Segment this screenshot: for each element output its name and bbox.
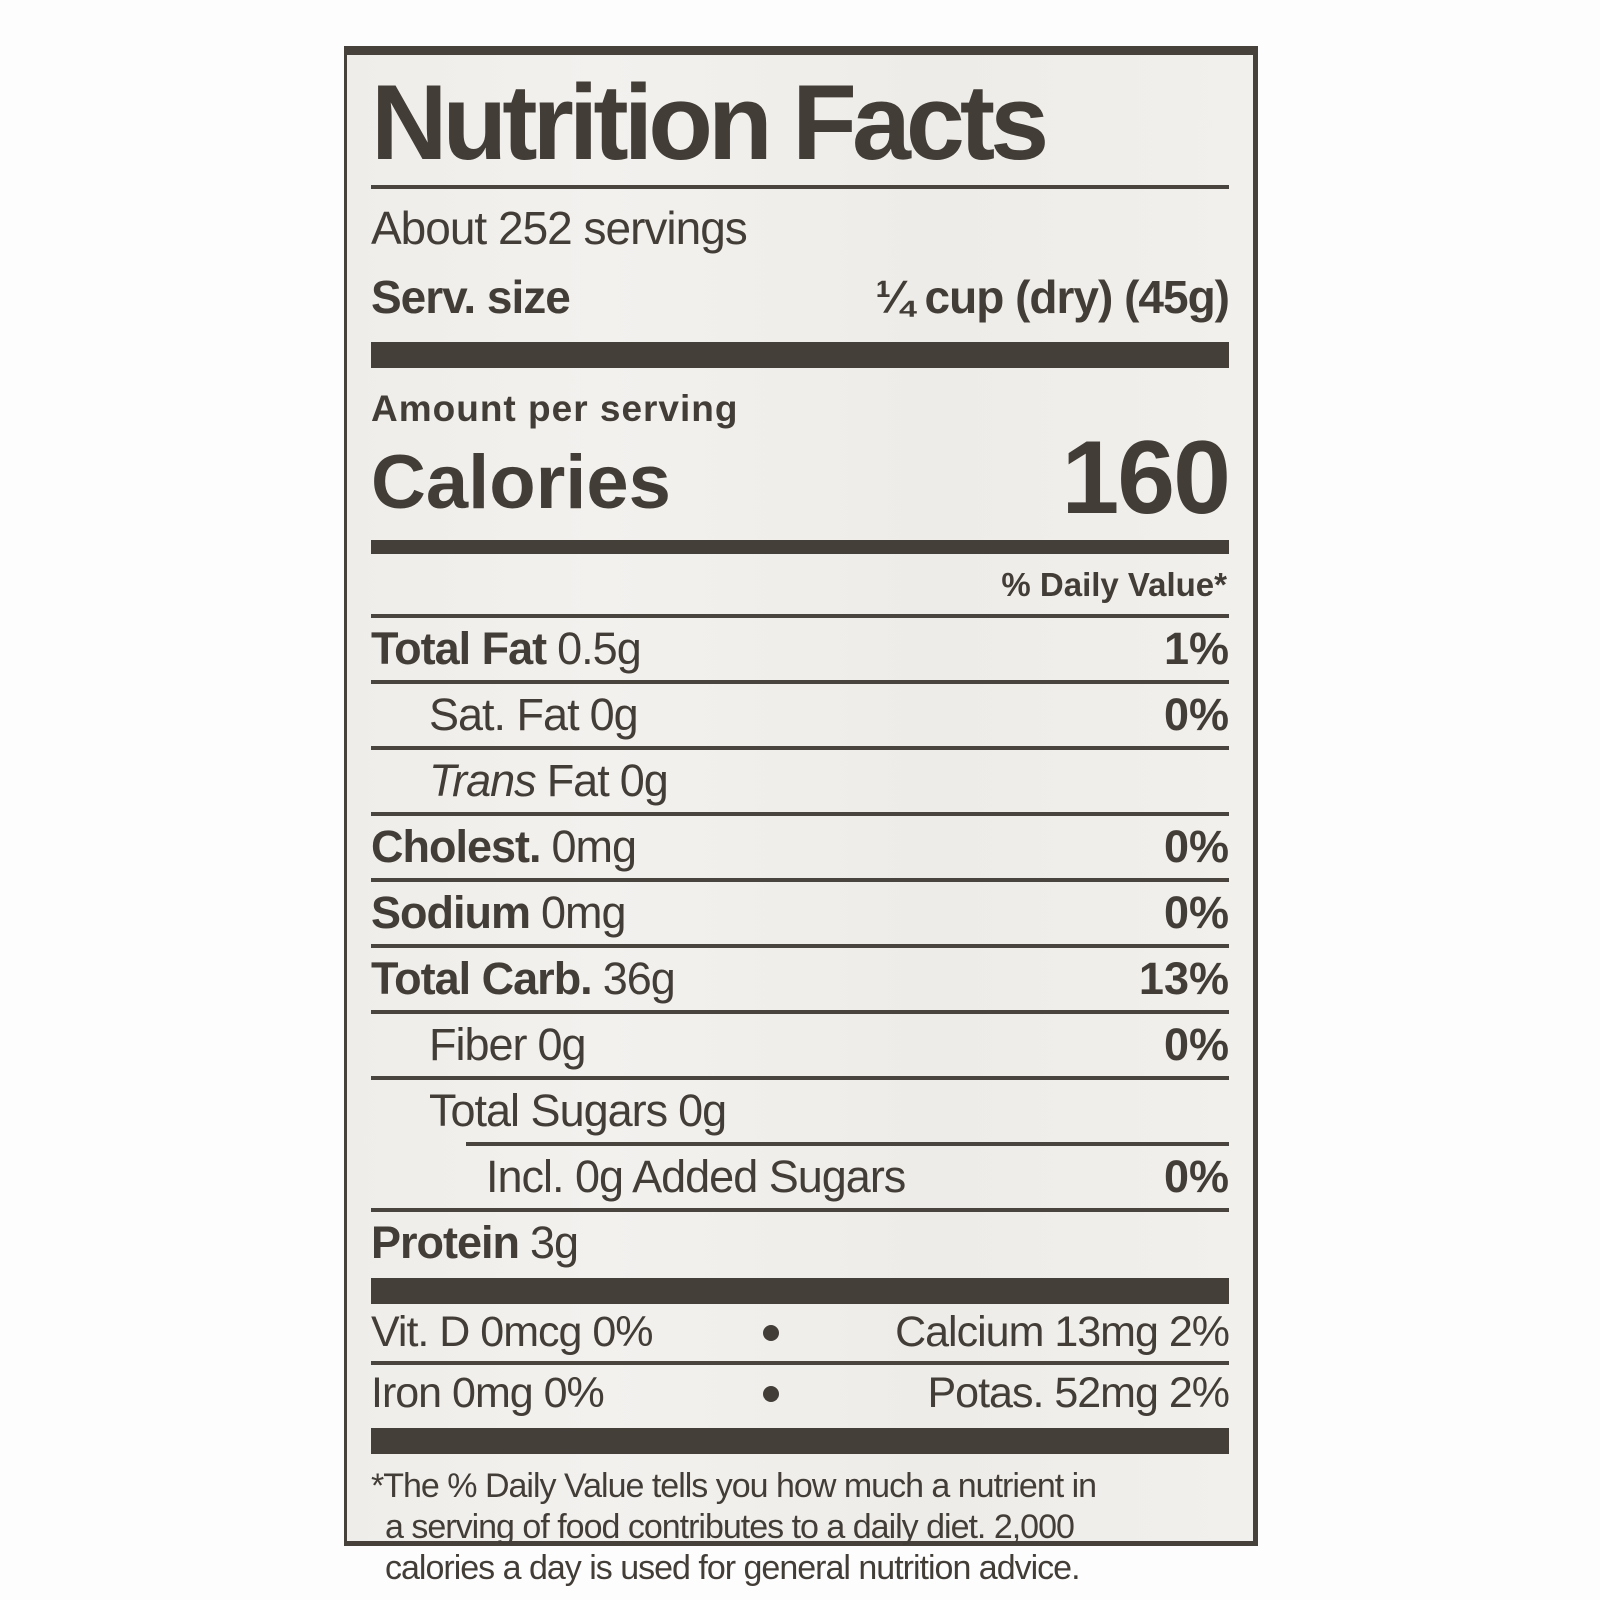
nutrient-name: Incl. 0g Added Sugars <box>371 1151 906 1203</box>
micro-right-value: Calcium 13mg 2% <box>895 1308 1230 1356</box>
nutrient-label-italic: Trans <box>429 755 537 806</box>
nutrient-amount: 0g <box>678 1085 727 1136</box>
micro-left-value: Iron 0mg 0% <box>371 1369 605 1417</box>
table-row-sat-fat: Sat. Fat 0g 0% <box>371 684 1229 750</box>
nutrient-label: Fiber <box>429 1019 528 1070</box>
servings-count: About 252 servings <box>371 202 748 254</box>
label-title: Nutrition Facts <box>371 62 1049 182</box>
nutrient-name: Sat. Fat 0g <box>371 689 639 741</box>
nutrient-amount: 0.5g <box>557 623 642 674</box>
divider-thick <box>371 1278 1229 1304</box>
nutrition-facts-label: Nutrition Facts About 252 servings Serv.… <box>344 46 1258 1587</box>
nutrient-label: Cholest. <box>371 821 542 872</box>
nutrient-label: Protein <box>371 1217 520 1268</box>
divider-thin-indented <box>466 1142 1229 1146</box>
table-row-iron-potassium: Iron 0mg 0% Potas. 52mg 2% <box>371 1365 1230 1422</box>
nutrient-label: Sat. Fat <box>429 689 580 740</box>
daily-value-header: % Daily Value* <box>1001 566 1227 603</box>
table-row-protein: Protein 3g <box>371 1212 1229 1274</box>
nutrient-amount: 0g <box>537 1019 587 1070</box>
nutrient-name: Protein 3g <box>371 1217 579 1269</box>
nutrient-amount: 36g <box>602 953 676 1004</box>
table-row-added-sugars: Incl. 0g Added Sugars 0% <box>371 1146 1229 1212</box>
nutrient-name: Fiber 0g <box>371 1019 587 1071</box>
nutrient-amount: 0mg <box>551 821 638 872</box>
nutrient-dv: 1% <box>1163 623 1229 674</box>
footnote-line: calories a day is used for general nutri… <box>385 1549 1081 1587</box>
calories-row: Calories 160 <box>371 420 1231 536</box>
nutrient-name: Trans Fat 0g <box>371 755 669 807</box>
nutrient-dv: 0% <box>1163 821 1229 872</box>
divider-medium <box>371 540 1229 554</box>
amount-per-serving-label: Amount per serving <box>371 388 739 429</box>
table-row-cholesterol: Cholest. 0mg 0% <box>371 816 1229 882</box>
nutrient-amount: 3g <box>530 1217 579 1268</box>
nutrient-name: Cholest. 0mg <box>371 821 638 873</box>
nutrient-label: Incl. 0g Added Sugars <box>486 1151 906 1202</box>
nutrient-label: Sodium <box>371 887 531 938</box>
nutrient-rows: Total Fat 0.5g 1% Sat. Fat 0g 0% Trans F… <box>371 614 1229 1274</box>
nutrient-dv: 0% <box>1163 1019 1229 1070</box>
nutrient-name: Total Carb. 36g <box>371 953 676 1005</box>
nutrient-dv: 0% <box>1163 887 1229 938</box>
table-row-sodium: Sodium 0mg 0% <box>371 882 1229 948</box>
nutrient-label: Total Carb. <box>371 953 593 1004</box>
divider-thin <box>371 1361 1229 1365</box>
nutrient-amount: 0g <box>589 689 639 740</box>
daily-value-footnote: *The % Daily Value tells you how much a … <box>371 1454 1229 1589</box>
nutrient-dv: 0% <box>1163 1151 1229 1202</box>
serving-size-label: Serv. size <box>371 271 571 323</box>
bullet-icon <box>763 1385 780 1402</box>
table-row-vitd-calcium: Vit. D 0mcg 0% Calcium 13mg 2% <box>371 1304 1230 1361</box>
divider-thick <box>371 342 1229 368</box>
footnote-line: *The % Daily Value tells you how much a … <box>371 1467 1097 1505</box>
table-row-total-carb: Total Carb. 36g 13% <box>371 948 1229 1014</box>
serving-size-row: Serv. size ¼ cup (dry) (45g) <box>371 251 1230 324</box>
nutrient-dv: 13% <box>1138 953 1229 1004</box>
divider-thin <box>371 185 1229 189</box>
bullet-icon <box>763 1324 780 1341</box>
table-row-total-sugars: Total Sugars 0g <box>371 1080 1229 1142</box>
nutrient-name: Total Sugars 0g <box>371 1085 727 1137</box>
nutrient-label: Total Fat <box>371 623 547 674</box>
nutrient-amount: 0mg <box>541 887 627 938</box>
calories-value: 160 <box>1061 420 1231 536</box>
nutrient-label: Total Sugars <box>429 1085 668 1136</box>
table-row-trans-fat: Trans Fat 0g <box>371 750 1229 816</box>
nutrient-name: Total Fat 0.5g <box>371 623 642 675</box>
divider-thick <box>371 1428 1229 1454</box>
micro-right-value: Potas. 52mg 2% <box>927 1369 1230 1417</box>
footnote-line: a serving of food contributes to a daily… <box>385 1508 1075 1546</box>
micro-left-value: Vit. D 0mcg 0% <box>371 1308 654 1356</box>
table-row-total-fat: Total Fat 0.5g 1% <box>371 618 1229 684</box>
table-row-fiber: Fiber 0g 0% <box>371 1014 1229 1080</box>
nutrient-amount: 0g <box>619 755 669 806</box>
nutrient-label: Fat <box>546 755 610 806</box>
serving-size-value: ¼ cup (dry) (45g) <box>875 271 1230 323</box>
calories-label: Calories <box>371 440 671 525</box>
nutrient-dv: 0% <box>1163 689 1229 740</box>
nutrient-name: Sodium 0mg <box>371 887 627 939</box>
